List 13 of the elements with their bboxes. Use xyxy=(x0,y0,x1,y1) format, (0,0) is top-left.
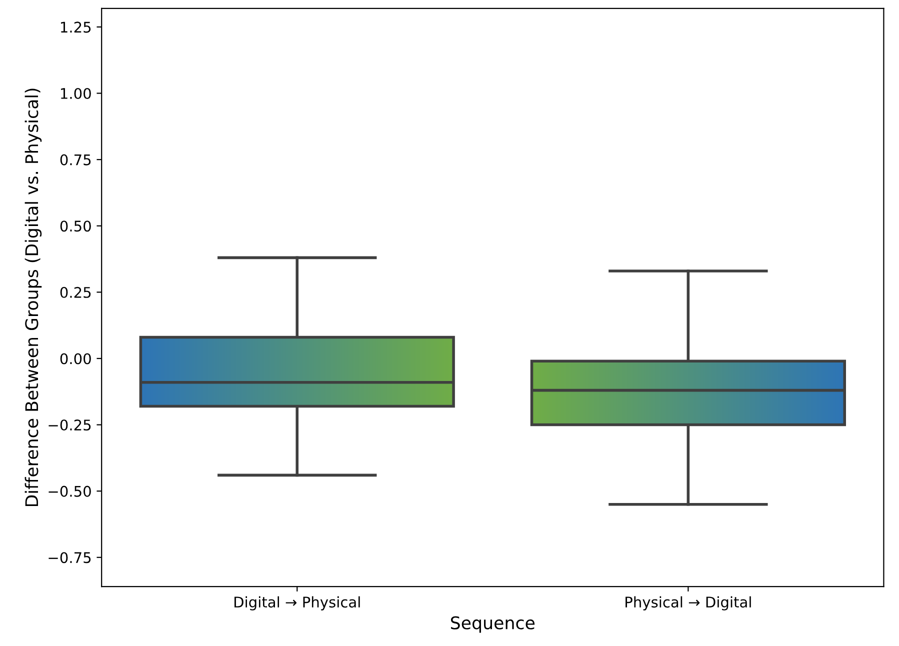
y-axis-title: Difference Between Groups (Digital vs. Physical) xyxy=(24,88,42,506)
y-tick-label: 0.25 xyxy=(60,286,91,298)
y-tick-label: 1.00 xyxy=(60,88,91,100)
y-tick-label: −0.25 xyxy=(48,420,91,431)
y-tick-label: −0.75 xyxy=(48,552,91,564)
y-tick-label: 1.25 xyxy=(60,22,91,33)
x-tick-label: Digital → Physical xyxy=(234,596,360,610)
x-axis-title: Sequence xyxy=(450,616,535,633)
y-tick-label: 0.75 xyxy=(60,154,91,166)
y-tick-label: 0.50 xyxy=(60,220,91,232)
y-tick-label: 0.00 xyxy=(60,353,91,364)
y-tick-label: −0.50 xyxy=(48,486,91,497)
x-tick-label: Physical → Digital xyxy=(626,596,751,610)
